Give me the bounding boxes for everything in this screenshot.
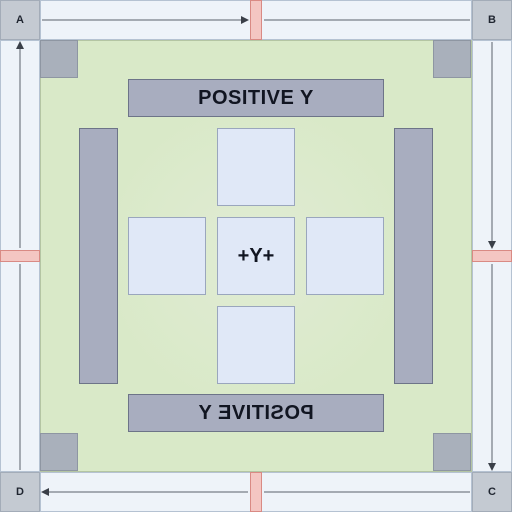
inner-corner-bottom-right	[433, 433, 471, 471]
corner-b: B	[472, 0, 512, 40]
tile-left	[128, 217, 206, 295]
inner-corner-bottom-left	[40, 433, 78, 471]
tile-center: +Y+	[217, 217, 295, 295]
banner-bottom-mirrored: POSITIVE Y	[128, 394, 384, 432]
side-bar-right	[394, 128, 433, 384]
inner-corner-top-left	[40, 40, 78, 78]
marker-top	[250, 0, 262, 40]
tile-bottom	[217, 306, 295, 384]
corner-d: D	[0, 472, 40, 512]
banner-bottom-label: POSITIVE Y	[198, 401, 314, 424]
marker-left	[0, 250, 40, 262]
corner-a: A	[0, 0, 40, 40]
banner-top: POSITIVE Y	[128, 79, 384, 117]
side-bar-left	[79, 128, 118, 384]
inner-corner-top-right	[433, 40, 471, 78]
center-tile-label: +Y+	[237, 244, 275, 267]
tile-right	[306, 217, 384, 295]
banner-top-label: POSITIVE Y	[198, 86, 314, 109]
tile-top	[217, 128, 295, 206]
corner-c: C	[472, 472, 512, 512]
